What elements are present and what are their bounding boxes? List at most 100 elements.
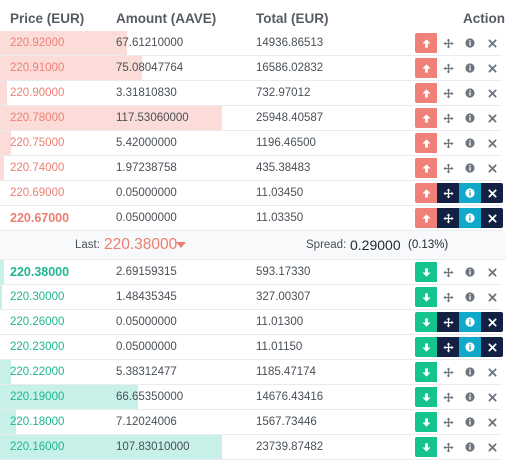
- sell-arrow-down-icon[interactable]: [415, 437, 437, 457]
- sell-arrow-down-icon[interactable]: [415, 362, 437, 382]
- info-icon[interactable]: [459, 362, 481, 382]
- move-arrows-icon[interactable]: [437, 287, 459, 307]
- sell-arrow-down-icon[interactable]: [415, 262, 437, 282]
- info-icon[interactable]: [459, 262, 481, 282]
- move-arrows-icon[interactable]: [437, 337, 459, 357]
- info-icon[interactable]: [459, 158, 481, 178]
- ask-order-row[interactable]: 220.90000 3.31810830 732.97012: [0, 81, 502, 106]
- info-icon[interactable]: [459, 108, 481, 128]
- spread-value: 0.29000: [350, 237, 401, 253]
- info-icon[interactable]: [459, 33, 481, 53]
- info-icon[interactable]: [459, 133, 481, 153]
- close-icon[interactable]: [481, 33, 503, 53]
- move-arrows-icon[interactable]: [437, 387, 459, 407]
- amount-cell: 5.42000000: [116, 137, 177, 149]
- move-arrows-icon[interactable]: [437, 108, 459, 128]
- move-arrows-icon[interactable]: [437, 158, 459, 178]
- sell-arrow-down-icon[interactable]: [415, 337, 437, 357]
- close-icon[interactable]: [481, 108, 503, 128]
- close-icon[interactable]: [481, 312, 503, 332]
- row-actions: [415, 208, 503, 228]
- total-cell: 435.38483: [256, 162, 311, 174]
- price-cell: 220.91000: [10, 62, 65, 74]
- move-arrows-icon[interactable]: [437, 183, 459, 203]
- info-icon[interactable]: [459, 58, 481, 78]
- buy-arrow-up-icon[interactable]: [415, 58, 437, 78]
- info-icon[interactable]: [459, 208, 481, 228]
- close-icon[interactable]: [481, 337, 503, 357]
- close-icon[interactable]: [481, 158, 503, 178]
- bid-order-row[interactable]: 220.38000 2.69159315 593.17330: [0, 260, 502, 285]
- amount-cell: 1.48435345: [116, 291, 177, 303]
- ask-order-row[interactable]: 220.78000 117.53060000 25948.40587: [0, 106, 502, 131]
- ask-order-row[interactable]: 220.92000 67.61210000 14936.86513: [0, 31, 502, 56]
- info-icon[interactable]: [459, 287, 481, 307]
- total-cell: 1567.73446: [256, 416, 317, 428]
- buy-arrow-up-icon[interactable]: [415, 108, 437, 128]
- bid-order-row[interactable]: 220.30000 1.48435345 327.00307: [0, 285, 502, 310]
- move-arrows-icon[interactable]: [437, 362, 459, 382]
- info-icon[interactable]: [459, 387, 481, 407]
- bid-order-row[interactable]: 220.16000 107.83010000 23739.87482: [0, 435, 502, 460]
- sell-arrow-down-icon[interactable]: [415, 387, 437, 407]
- total-cell: 14676.43416: [256, 391, 324, 403]
- move-arrows-icon[interactable]: [437, 208, 459, 228]
- close-icon[interactable]: [481, 133, 503, 153]
- move-arrows-icon[interactable]: [437, 83, 459, 103]
- bid-order-row[interactable]: 220.22000 5.38312477 1185.47174: [0, 360, 502, 385]
- move-arrows-icon[interactable]: [437, 312, 459, 332]
- ask-order-row[interactable]: 220.74000 1.97238758 435.38483: [0, 156, 502, 181]
- sell-arrow-down-icon[interactable]: [415, 287, 437, 307]
- bid-order-row[interactable]: 220.23000 0.05000000 11.01150: [0, 335, 503, 360]
- caret-down-icon: [176, 242, 186, 248]
- close-icon[interactable]: [481, 287, 503, 307]
- last-price-value: 220.38000: [104, 236, 178, 253]
- move-arrows-icon[interactable]: [437, 58, 459, 78]
- row-actions: [415, 133, 503, 153]
- ask-order-row[interactable]: 220.91000 75.08047764 16586.02832: [0, 56, 502, 81]
- info-icon[interactable]: [459, 83, 481, 103]
- spread-row: Last: 220.38000 Spread: 0.29000 (0.13%): [0, 231, 506, 260]
- sell-arrow-down-icon[interactable]: [415, 412, 437, 432]
- buy-arrow-up-icon[interactable]: [415, 83, 437, 103]
- close-icon[interactable]: [481, 83, 503, 103]
- depth-bar: [0, 385, 138, 409]
- info-icon[interactable]: [459, 183, 481, 203]
- depth-bar: [0, 81, 7, 105]
- amount-cell: 0.05000000: [116, 212, 177, 224]
- info-icon[interactable]: [459, 437, 481, 457]
- bid-order-row[interactable]: 220.19000 66.65350000 14676.43416: [0, 385, 502, 410]
- info-icon[interactable]: [459, 412, 481, 432]
- close-icon[interactable]: [481, 412, 503, 432]
- price-cell: 220.69000: [10, 187, 65, 199]
- ask-order-row[interactable]: 220.75000 5.42000000 1196.46500: [0, 131, 502, 156]
- price-cell: 220.90000: [10, 87, 65, 99]
- ask-order-row[interactable]: 220.69000 0.05000000 11.03450: [0, 181, 503, 206]
- info-icon[interactable]: [459, 312, 481, 332]
- close-icon[interactable]: [481, 183, 503, 203]
- move-arrows-icon[interactable]: [437, 262, 459, 282]
- row-actions: [415, 362, 503, 382]
- close-icon[interactable]: [481, 362, 503, 382]
- info-icon[interactable]: [459, 337, 481, 357]
- total-cell: 16586.02832: [256, 62, 324, 74]
- bid-order-row[interactable]: 220.26000 0.05000000 11.01300: [0, 310, 503, 335]
- sell-arrow-down-icon[interactable]: [415, 312, 437, 332]
- move-arrows-icon[interactable]: [437, 133, 459, 153]
- row-actions: [415, 312, 503, 332]
- close-icon[interactable]: [481, 208, 503, 228]
- bid-order-row[interactable]: 220.18000 7.12024006 1567.73446: [0, 410, 502, 435]
- buy-arrow-up-icon[interactable]: [415, 208, 437, 228]
- buy-arrow-up-icon[interactable]: [415, 133, 437, 153]
- close-icon[interactable]: [481, 387, 503, 407]
- close-icon[interactable]: [481, 58, 503, 78]
- move-arrows-icon[interactable]: [437, 412, 459, 432]
- close-icon[interactable]: [481, 262, 503, 282]
- close-icon[interactable]: [481, 437, 503, 457]
- buy-arrow-up-icon[interactable]: [415, 158, 437, 178]
- move-arrows-icon[interactable]: [437, 33, 459, 53]
- move-arrows-icon[interactable]: [437, 437, 459, 457]
- buy-arrow-up-icon[interactable]: [415, 183, 437, 203]
- buy-arrow-up-icon[interactable]: [415, 33, 437, 53]
- ask-order-row[interactable]: 220.67000 0.05000000 11.03350: [0, 206, 503, 231]
